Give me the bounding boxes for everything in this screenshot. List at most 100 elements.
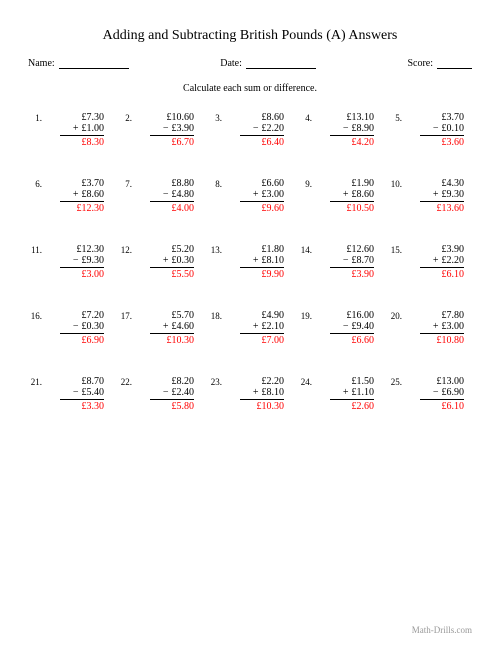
operator: + — [253, 321, 259, 332]
problem-number: 15. — [388, 244, 402, 255]
operator: − — [343, 255, 349, 266]
answer: £4.20 — [352, 136, 375, 148]
meta-row: Name: Date: Score: — [28, 58, 472, 69]
problems-grid: 1.£7.30+£1.00£8.302.£10.60−£3.90£6.703.£… — [28, 112, 472, 412]
problem-number: 6. — [28, 178, 42, 189]
operand-b-row: −£6.90 — [420, 387, 464, 400]
answer: £5.80 — [172, 400, 195, 412]
answer: £13.60 — [437, 202, 465, 214]
operand-a: £8.80 — [172, 178, 195, 189]
operator: − — [343, 321, 349, 332]
answer: £6.10 — [442, 268, 465, 280]
operand-b-row: −£3.90 — [150, 123, 194, 136]
operand-b-row: −£0.10 — [420, 123, 464, 136]
problem-number: 3. — [208, 112, 222, 123]
problem-math: £16.00−£9.40 £6.60 — [312, 310, 382, 346]
operator: + — [343, 189, 349, 200]
operand-b: £9.40 — [352, 321, 375, 332]
problem: 13.£1.80+£8.10£9.90 — [208, 244, 292, 280]
problem-math: £13.10−£8.90£4.20 — [312, 112, 382, 148]
problem: 16.£7.20−£0.30£6.90 — [28, 310, 112, 346]
page-title: Adding and Subtracting British Pounds (A… — [28, 28, 472, 44]
operand-a: £13.00 — [437, 376, 465, 387]
problem-math: £3.90+£2.20£6.10 — [402, 244, 472, 280]
answer: £6.40 — [262, 136, 285, 148]
operator: − — [163, 123, 169, 134]
operand-b-row: +£8.10 — [240, 387, 284, 400]
operand-b: £8.60 — [352, 189, 375, 200]
problem-number: 25. — [388, 376, 402, 387]
problem-math: £5.20+£0.30£5.50 — [132, 244, 202, 280]
problem-number: 21. — [28, 376, 42, 387]
problem-math: £13.00−£6.90£6.10 — [402, 376, 472, 412]
operator: − — [73, 255, 79, 266]
answer: £12.30 — [77, 202, 105, 214]
problem-number: 4. — [298, 112, 312, 123]
problem-math: £5.70+£4.60£10.30 — [132, 310, 202, 346]
problem-number: 14. — [298, 244, 312, 255]
problem: 7.£8.80−£4.80£4.00 — [118, 178, 202, 214]
problem: 11.£12.30−£9.30£3.00 — [28, 244, 112, 280]
operand-a: £5.70 — [172, 310, 195, 321]
problem: 4.£13.10−£8.90£4.20 — [298, 112, 382, 148]
problem: 5.£3.70−£0.10£3.60 — [388, 112, 472, 148]
operator: + — [73, 189, 79, 200]
operand-b: £8.60 — [82, 189, 105, 200]
problem-number: 2. — [118, 112, 132, 123]
operand-b-row: +£0.30 — [150, 255, 194, 268]
operand-a: £3.70 — [442, 112, 465, 123]
answer: £2.60 — [352, 400, 375, 412]
problem-number: 19. — [298, 310, 312, 321]
operand-b: £9.30 — [82, 255, 105, 266]
score-blank — [437, 59, 472, 69]
operand-a: £7.30 — [82, 112, 105, 123]
answer: £6.60 — [352, 334, 375, 346]
operand-b-row: −£9.30 — [60, 255, 104, 268]
operand-a: £8.70 — [82, 376, 105, 387]
problem-number: 24. — [298, 376, 312, 387]
operand-a: £3.90 — [442, 244, 465, 255]
answer: £3.00 — [82, 268, 105, 280]
problem: 23.£2.20+£8.10£10.30 — [208, 376, 292, 412]
operand-b-row: +£8.10 — [240, 255, 284, 268]
operand-b-row: −£8.70 — [330, 255, 374, 268]
answer: £8.30 — [82, 136, 105, 148]
problem-math: £3.70−£0.10£3.60 — [402, 112, 472, 148]
operand-b: £3.90 — [172, 123, 195, 134]
problem: 15.£3.90+£2.20£6.10 — [388, 244, 472, 280]
answer: £5.50 — [172, 268, 195, 280]
score-label: Score: — [407, 58, 433, 69]
operand-b-row: −£8.90 — [330, 123, 374, 136]
operand-b-row: +£8.60 — [330, 189, 374, 202]
operand-b: £8.90 — [352, 123, 375, 134]
operator: + — [433, 189, 439, 200]
operator: + — [253, 387, 259, 398]
operand-b: £1.10 — [352, 387, 375, 398]
problem: 8.£6.60+£3.00£9.60 — [208, 178, 292, 214]
operand-b: £3.00 — [442, 321, 465, 332]
operand-a: £8.20 — [172, 376, 195, 387]
footer: Math-Drills.com — [412, 625, 472, 635]
problem: 18.£4.90+£2.10£7.00 — [208, 310, 292, 346]
problem: 10.£4.30+£9.30£13.60 — [388, 178, 472, 214]
operand-a: £1.50 — [352, 376, 375, 387]
operator: + — [163, 255, 169, 266]
operator: + — [163, 321, 169, 332]
operand-b: £2.10 — [262, 321, 285, 332]
operand-a: £7.80 — [442, 310, 465, 321]
operand-b-row: +£9.30 — [420, 189, 464, 202]
operand-a: £16.00 — [347, 310, 375, 321]
operand-a: £4.30 — [442, 178, 465, 189]
answer: £10.30 — [257, 400, 285, 412]
problem: 3.£8.60−£2.20£6.40 — [208, 112, 292, 148]
problem-math: £7.30+£1.00£8.30 — [42, 112, 112, 148]
problem-number: 16. — [28, 310, 42, 321]
problem-math: £1.50+£1.10£2.60 — [312, 376, 382, 412]
problem-number: 1. — [28, 112, 42, 123]
answer: £3.60 — [442, 136, 465, 148]
operator: + — [433, 321, 439, 332]
problem-number: 22. — [118, 376, 132, 387]
problem-math: £8.70−£5.40£3.30 — [42, 376, 112, 412]
answer: £3.30 — [82, 400, 105, 412]
operand-b: £0.10 — [442, 123, 465, 134]
